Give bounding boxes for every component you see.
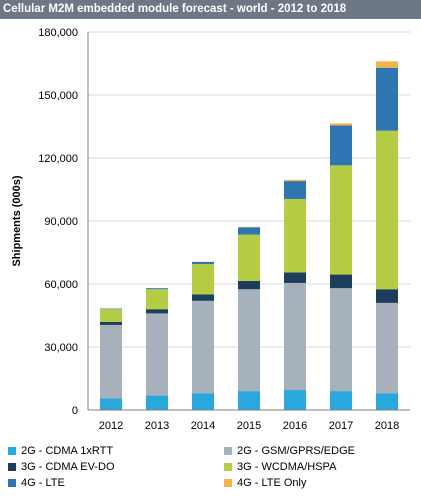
bar-segment (146, 395, 168, 410)
x-tick-label: 2016 (283, 420, 307, 432)
bar-segment (376, 61, 398, 68)
bar-segment (376, 289, 398, 303)
bar-segment (192, 393, 214, 410)
bar-segment (146, 288, 168, 290)
bar-segment (100, 321, 122, 325)
bar-segment (330, 123, 352, 126)
y-tick-label: 120,000 (38, 153, 78, 165)
x-tick-label: 2015 (237, 420, 261, 432)
bar-segment (376, 130, 398, 290)
x-tick-label: 2018 (375, 420, 399, 432)
bar-segment (238, 391, 260, 410)
bar-segment (376, 393, 398, 410)
bar-segment (330, 288, 352, 392)
bar-segment (330, 391, 352, 410)
bar-segment (100, 309, 122, 322)
bar-segment (238, 280, 260, 290)
bar-segment (284, 198, 306, 273)
x-tick-label: 2012 (99, 420, 123, 432)
bar-segment (238, 289, 260, 392)
bar-segment (238, 227, 260, 235)
bar-segment (238, 234, 260, 281)
bar-segment (284, 181, 306, 199)
bar-segment (284, 282, 306, 391)
x-tick-label: 2013 (145, 420, 169, 432)
bar-segment (146, 313, 168, 396)
bar-segment (376, 302, 398, 394)
x-tick-label: 2017 (329, 420, 353, 432)
bar-segment (376, 67, 398, 131)
bar-segment (146, 289, 168, 310)
bar-segment (192, 261, 214, 265)
bar-segment (284, 390, 306, 410)
y-tick-label: 180,000 (38, 27, 78, 39)
y-tick-label: 0 (72, 405, 78, 417)
bar-segment (330, 125, 352, 166)
bar-segment (146, 309, 168, 314)
axes: 0 30,000 60,000 90,000 120,000 150,000 180,000… (38, 27, 410, 432)
chart-title: Cellular M2M embedded module forecast - … (0, 0, 421, 19)
bar-segment (284, 179, 306, 182)
bar-segment (192, 264, 214, 295)
bar-segment (330, 165, 352, 275)
y-tick-label: 30,000 (44, 342, 78, 354)
y-axis-label: Shipments (000s) (11, 175, 23, 266)
bars (100, 61, 398, 410)
y-tick-label: 90,000 (44, 216, 78, 228)
bar-segment (284, 272, 306, 283)
bar-segment (330, 274, 352, 289)
x-tick-label: 2014 (191, 420, 215, 432)
y-tick-label: 150,000 (38, 90, 78, 102)
bar-segment (100, 398, 122, 410)
bar-segment (100, 308, 122, 310)
y-tick-label: 60,000 (44, 279, 78, 291)
bar-segment (100, 324, 122, 399)
bar-segment (192, 300, 214, 394)
bar-segment (192, 294, 214, 301)
